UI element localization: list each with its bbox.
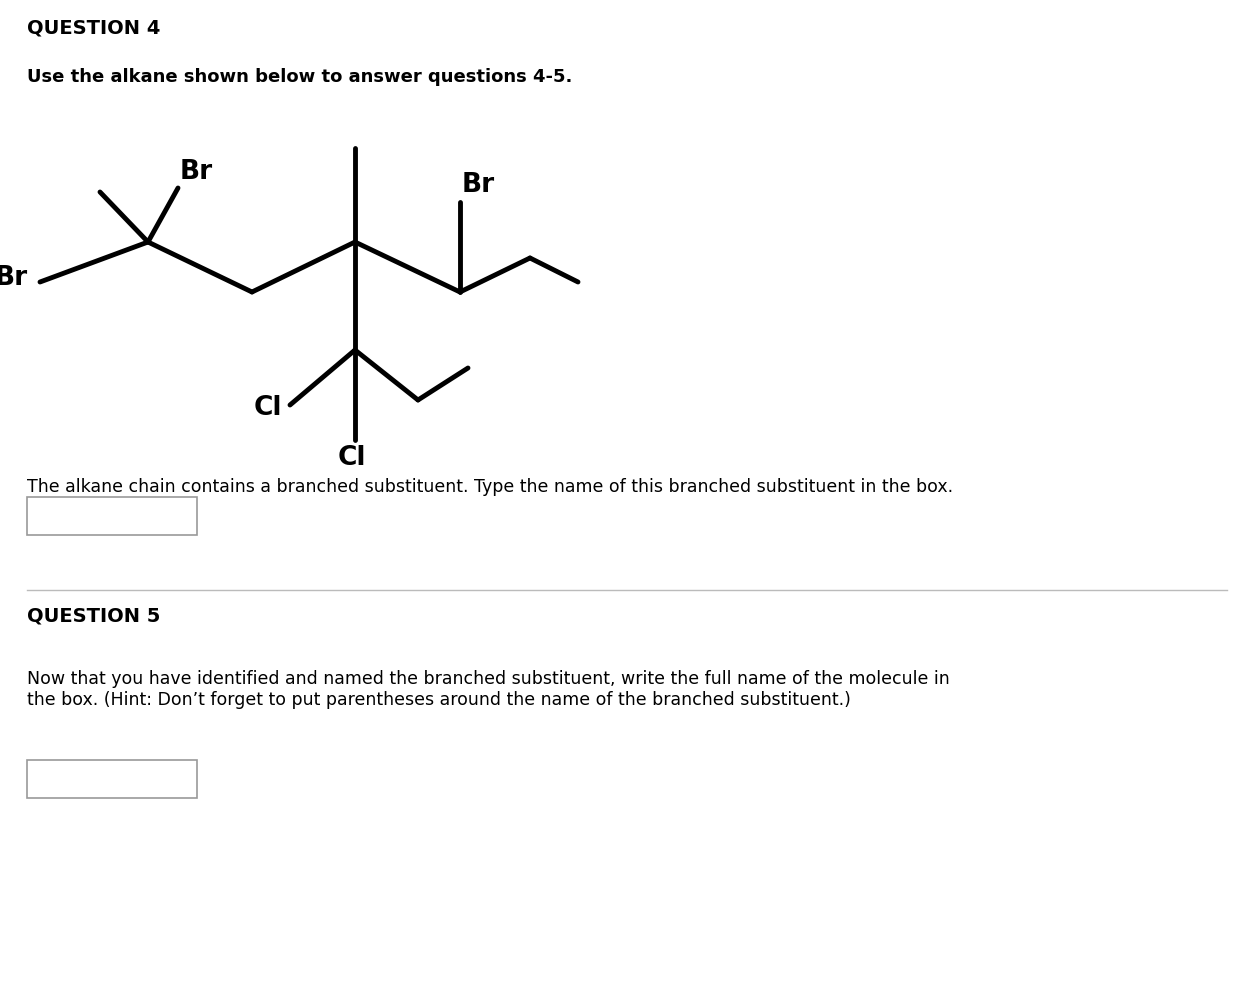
Text: The alkane chain contains a branched substituent. Type the name of this branched: The alkane chain contains a branched sub…	[28, 478, 953, 496]
Text: Br: Br	[461, 172, 495, 198]
Text: QUESTION 5: QUESTION 5	[28, 606, 161, 625]
Text: Br: Br	[181, 159, 213, 185]
Text: Use the alkane shown below to answer questions 4-5.: Use the alkane shown below to answer que…	[28, 68, 572, 86]
FancyBboxPatch shape	[28, 760, 197, 798]
Text: Br: Br	[0, 265, 28, 291]
FancyBboxPatch shape	[28, 497, 197, 535]
Text: Cl: Cl	[337, 445, 366, 471]
Text: QUESTION 4: QUESTION 4	[28, 18, 161, 37]
Text: Cl: Cl	[253, 395, 282, 421]
Text: Now that you have identified and named the branched substituent, write the full : Now that you have identified and named t…	[28, 670, 949, 708]
